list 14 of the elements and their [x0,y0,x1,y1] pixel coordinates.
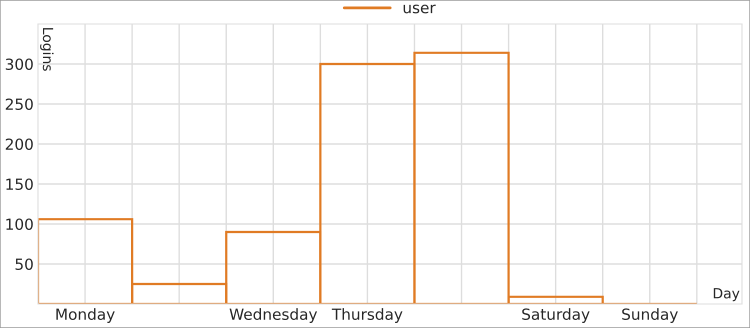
x-tick-label: Thursday [332,308,402,323]
x-tick-label: Wednesday [230,308,318,323]
y-tick-label: 50 [16,258,33,270]
y-tick-label: 300 [6,58,33,70]
y-axis-title: Logins [40,28,54,71]
y-tick-label: 200 [6,138,33,150]
x-tick-label: Saturday [522,308,590,323]
y-tick-label: 100 [6,218,33,230]
x-tick-label: Monday [56,308,115,323]
x-axis-title: Day [714,288,740,302]
legend-label: user [404,4,436,14]
y-tick-label: 150 [6,178,33,190]
x-tick-label: Sunday [622,308,678,323]
y-tick-label: 250 [6,98,33,110]
